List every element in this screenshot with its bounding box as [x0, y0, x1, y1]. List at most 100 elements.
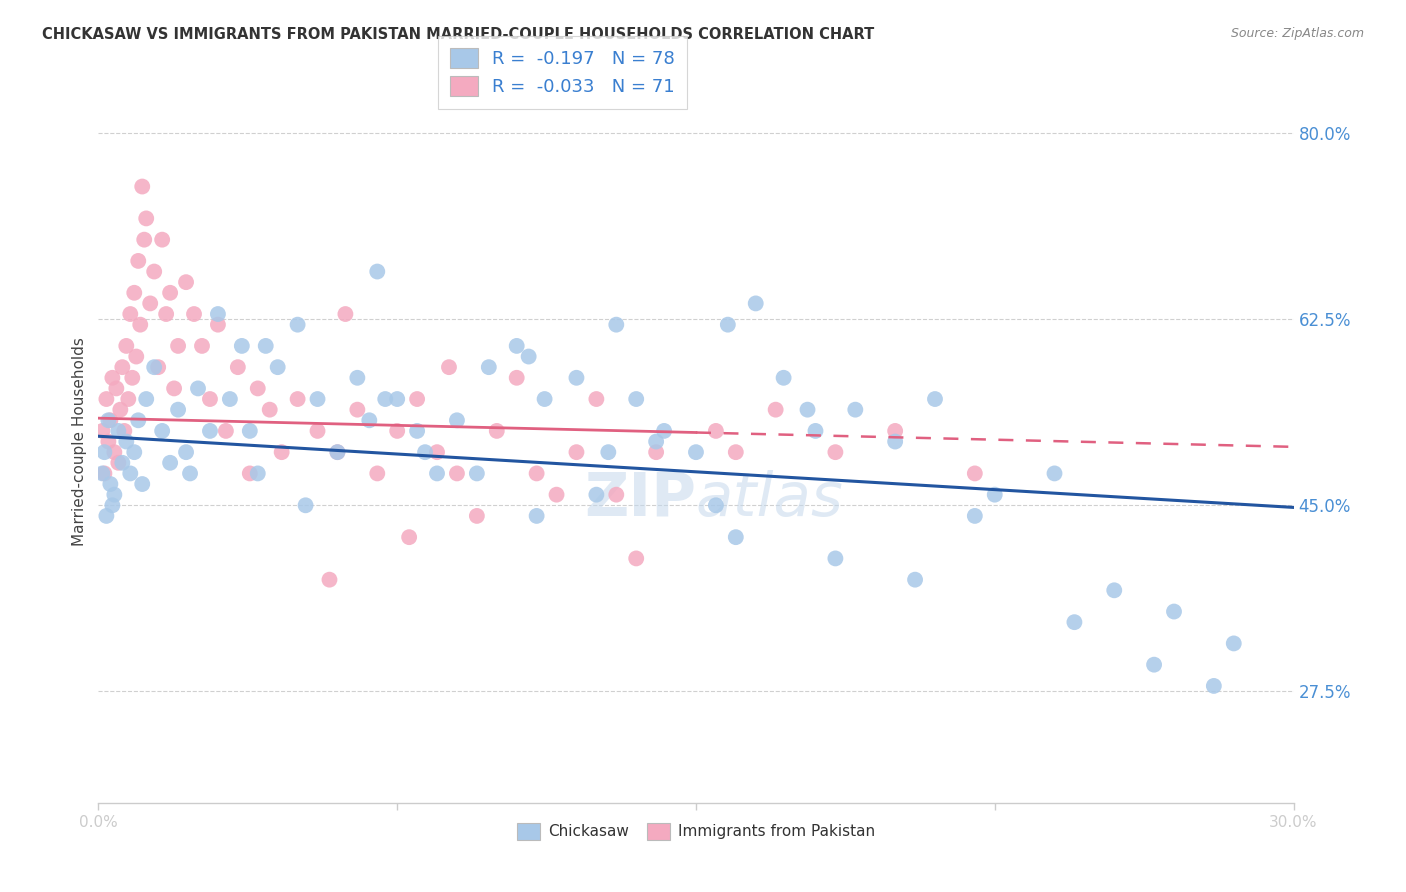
Point	[139, 296, 162, 310]
Point	[406, 392, 429, 406]
Point	[804, 424, 827, 438]
Point	[704, 498, 727, 512]
Point	[398, 530, 420, 544]
Point	[326, 445, 349, 459]
Point	[884, 424, 907, 438]
Point	[131, 477, 153, 491]
Point	[1104, 583, 1126, 598]
Point	[374, 392, 396, 406]
Point	[179, 467, 201, 481]
Point	[150, 233, 173, 247]
Point	[219, 392, 242, 406]
Point	[148, 360, 170, 375]
Point	[143, 264, 166, 278]
Point	[724, 445, 747, 459]
Point	[127, 413, 149, 427]
Point	[724, 530, 747, 544]
Point	[239, 467, 262, 481]
Point	[101, 371, 124, 385]
Point	[605, 488, 627, 502]
Point	[127, 253, 149, 268]
Point	[645, 434, 668, 449]
Point	[287, 392, 309, 406]
Point	[254, 339, 277, 353]
Point	[307, 392, 329, 406]
Point	[287, 318, 309, 332]
Point	[207, 318, 229, 332]
Point	[198, 424, 221, 438]
Point	[174, 275, 197, 289]
Point	[294, 498, 316, 512]
Point	[1063, 615, 1085, 630]
Point	[103, 488, 125, 502]
Point	[270, 445, 292, 459]
Point	[704, 424, 727, 438]
Point	[485, 424, 508, 438]
Point	[585, 392, 607, 406]
Point	[97, 413, 120, 427]
Point	[385, 424, 409, 438]
Point	[546, 488, 568, 502]
Point	[1143, 657, 1166, 672]
Point	[346, 371, 368, 385]
Point	[626, 392, 648, 406]
Point	[159, 456, 181, 470]
Point	[366, 467, 388, 481]
Point	[824, 551, 846, 566]
Point	[346, 402, 368, 417]
Point	[1043, 467, 1066, 481]
Point	[259, 402, 281, 417]
Point	[772, 371, 794, 385]
Point	[111, 456, 134, 470]
Legend: Chickasaw, Immigrants from Pakistan: Chickasaw, Immigrants from Pakistan	[512, 817, 880, 846]
Point	[191, 339, 214, 353]
Point	[533, 392, 555, 406]
Point	[565, 371, 588, 385]
Point	[598, 445, 620, 459]
Point	[135, 392, 157, 406]
Point	[645, 445, 668, 459]
Point	[565, 445, 588, 459]
Point	[124, 285, 146, 300]
Point	[111, 360, 134, 375]
Point	[796, 402, 818, 417]
Point	[318, 573, 340, 587]
Point	[478, 360, 501, 375]
Point	[105, 381, 128, 395]
Point	[91, 467, 114, 481]
Point	[155, 307, 177, 321]
Point	[120, 467, 142, 481]
Point	[129, 318, 152, 332]
Text: ZIP: ZIP	[583, 470, 696, 529]
Point	[446, 467, 468, 481]
Text: CHICKASAW VS IMMIGRANTS FROM PAKISTAN MARRIED-COUPLE HOUSEHOLDS CORRELATION CHAR: CHICKASAW VS IMMIGRANTS FROM PAKISTAN MA…	[42, 27, 875, 42]
Point	[96, 392, 118, 406]
Point	[97, 434, 120, 449]
Point	[98, 477, 122, 491]
Point	[437, 360, 460, 375]
Point	[526, 508, 548, 523]
Point	[96, 508, 118, 523]
Point	[231, 339, 253, 353]
Point	[246, 467, 269, 481]
Point	[585, 488, 607, 502]
Point	[187, 381, 209, 395]
Point	[93, 467, 115, 481]
Point	[98, 413, 122, 427]
Point	[984, 488, 1007, 502]
Point	[93, 445, 115, 459]
Point	[904, 573, 927, 587]
Point	[107, 456, 129, 470]
Point	[112, 424, 135, 438]
Point	[215, 424, 238, 438]
Point	[115, 434, 138, 449]
Point	[198, 392, 221, 406]
Point	[844, 402, 866, 417]
Point	[125, 350, 148, 364]
Point	[465, 508, 488, 523]
Point	[359, 413, 381, 427]
Point	[131, 179, 153, 194]
Point	[506, 339, 529, 353]
Point	[110, 402, 132, 417]
Point	[963, 508, 986, 523]
